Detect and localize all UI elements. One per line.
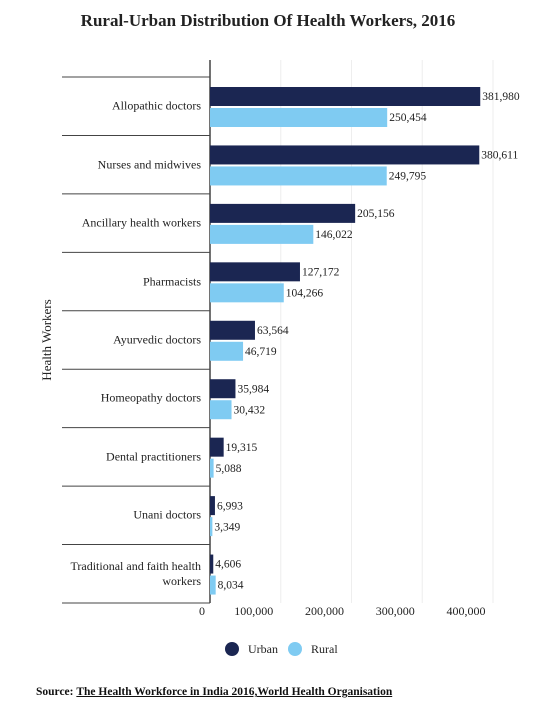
bar bbox=[210, 224, 314, 244]
category-label: Allopathic doctors bbox=[112, 98, 201, 113]
bar bbox=[210, 575, 216, 595]
bar bbox=[210, 379, 236, 399]
category-label: Traditional and faith health workers bbox=[70, 558, 201, 588]
x-tick-label: 300,000 bbox=[376, 604, 415, 618]
value-label: 249,795 bbox=[389, 171, 427, 183]
value-label: 4,606 bbox=[215, 559, 241, 571]
x-tick-label: 100,000 bbox=[234, 604, 273, 618]
category-label: Unani doctors bbox=[133, 507, 201, 522]
bar bbox=[210, 145, 480, 165]
bar bbox=[210, 496, 215, 516]
category-label: Nurses and midwives bbox=[97, 157, 201, 172]
value-label: 46,719 bbox=[245, 346, 277, 358]
x-tick-label: 400,000 bbox=[447, 604, 486, 618]
source: Source: The Health Workforce in India 20… bbox=[36, 686, 392, 698]
category-label: Dental practitioners bbox=[106, 449, 201, 464]
value-label: 380,611 bbox=[481, 150, 518, 162]
bar bbox=[210, 517, 213, 537]
value-label: 205,156 bbox=[357, 208, 395, 220]
value-label: 381,980 bbox=[482, 91, 520, 103]
value-label: 8,034 bbox=[218, 580, 244, 592]
y-axis-title: Health Workers bbox=[39, 299, 54, 380]
bar bbox=[210, 554, 214, 574]
bar bbox=[210, 400, 232, 420]
legend-label: Urban bbox=[248, 642, 278, 656]
legend-label: Rural bbox=[311, 642, 338, 656]
value-label: 30,432 bbox=[234, 404, 266, 416]
bar bbox=[210, 108, 388, 127]
bar bbox=[210, 87, 481, 106]
bar bbox=[210, 458, 214, 478]
bar bbox=[210, 341, 244, 361]
value-label: 104,266 bbox=[286, 287, 324, 299]
bar bbox=[210, 262, 300, 282]
source-link[interactable]: The Health Workforce in India 2016,World… bbox=[76, 686, 393, 698]
bar bbox=[210, 166, 387, 186]
bar bbox=[210, 203, 356, 223]
value-label: 63,564 bbox=[257, 325, 289, 337]
value-label: 19,315 bbox=[226, 442, 258, 454]
value-label: 127,172 bbox=[302, 266, 340, 278]
value-label: 3,349 bbox=[214, 521, 240, 533]
legend-marker bbox=[225, 642, 239, 656]
category-label: Pharmacists bbox=[143, 274, 201, 289]
bar bbox=[210, 283, 284, 303]
bar bbox=[210, 437, 224, 457]
legend-marker bbox=[288, 642, 302, 656]
category-label: Ancillary health workers bbox=[81, 215, 201, 230]
value-label: 35,984 bbox=[237, 383, 269, 395]
value-label: 250,454 bbox=[389, 112, 427, 124]
category-label: Homeopathy doctors bbox=[100, 390, 201, 405]
x-tick-label: 200,000 bbox=[305, 604, 344, 618]
bar bbox=[210, 320, 255, 340]
value-label: 146,022 bbox=[315, 229, 353, 241]
x-tick-label: 0 bbox=[199, 604, 205, 618]
category-label: Ayurvedic doctors bbox=[113, 332, 201, 347]
source-label: Source: bbox=[36, 686, 74, 698]
value-label: 6,993 bbox=[217, 500, 243, 512]
chart-title: Rural-Urban Distribution Of Health Worke… bbox=[81, 11, 456, 30]
value-label: 5,088 bbox=[216, 463, 242, 475]
